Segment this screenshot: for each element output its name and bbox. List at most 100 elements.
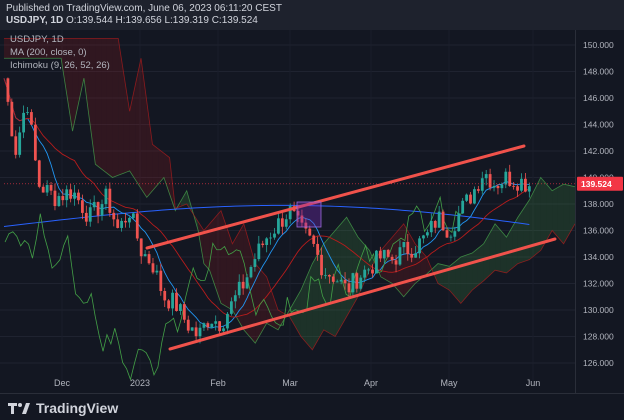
candle [26,106,29,116]
candle [124,213,127,228]
candle-body [222,328,225,332]
candlesticks [6,77,531,344]
candle-body [394,260,398,265]
candle-body [167,300,171,309]
candle [484,169,488,186]
candle-body [210,323,214,328]
candle-body [53,190,57,207]
candle [104,185,108,211]
candle [202,322,206,331]
tradingview-logo[interactable]: TradingView [8,400,118,416]
cloud-segment [152,144,159,191]
candle [347,278,351,297]
candle [151,258,155,275]
cloud-segment [306,263,313,350]
candle-body [18,132,22,155]
cloud-segment [552,187,558,238]
candle [504,168,508,189]
cloud-segment [260,270,267,334]
candle-body [410,253,414,258]
candle-body [461,200,465,214]
indicator-symbol[interactable]: USDJPY, 1D [10,34,64,45]
candle [261,240,265,248]
price-chart[interactable]: 150.000148.000146.000144.000142.000140.0… [0,0,624,394]
price-tick: 134.000 [583,252,614,262]
price-tick: 138.000 [583,199,614,209]
candle [245,274,249,290]
candle [520,173,523,193]
cloud-segment [460,255,467,304]
candle [461,197,465,215]
candle-body [202,323,206,328]
candle [277,213,280,235]
candle [167,299,171,312]
brand-name: TradingView [36,400,119,416]
candle [155,264,159,275]
cloud-segment [146,101,153,198]
candle-body [453,231,457,237]
candle-body [139,238,143,257]
cloud-segment [540,177,547,251]
indicator-ma[interactable]: MA (200, close, 0) [10,47,87,58]
candle [120,217,124,232]
candle [375,249,378,274]
cloud-segment [557,184,564,244]
candle-body [320,254,323,276]
indicator-ichimoku[interactable]: Ichimoku (9, 26, 52, 26) [10,60,110,71]
cloud-segment [181,190,187,207]
candle [249,265,253,279]
candle [6,77,10,106]
candle-body [508,171,512,186]
candle [100,199,104,221]
channel-upper-line [145,144,526,250]
candle-body [359,277,363,289]
cloud-segment [569,185,575,234]
candle [171,289,174,316]
candle [418,235,421,259]
candle-body [480,178,484,191]
cloud-segment [112,38,119,178]
candle [229,297,233,316]
candle-body [49,185,53,191]
chart-grid [0,30,575,380]
candle [445,227,449,238]
candle [355,271,359,293]
candle-body [347,283,351,293]
candle-body [500,184,504,189]
candle [453,226,457,241]
time-tick: Feb [210,378,226,388]
candle [320,247,323,279]
candle-body [312,235,316,244]
candle-body [26,112,29,113]
cloud-segment [55,38,62,59]
candle [476,185,480,194]
time-tick: Jun [526,378,541,388]
candle [182,302,186,323]
candle-body [488,174,492,188]
price-tick: 144.000 [583,120,614,130]
candle [210,323,214,329]
candle-body [249,266,253,278]
cloud-segment [340,217,347,327]
cloud-segment [135,58,142,189]
candle [398,240,402,266]
candle-body [375,250,378,274]
candle [343,272,347,290]
cloud-segment [38,38,44,59]
candle [363,265,367,283]
candle [414,246,418,258]
candle [116,213,120,229]
candle-body [135,213,139,239]
candle [257,235,261,262]
candle [22,105,26,139]
senkou-span-a [4,57,576,344]
candle-body [492,185,496,188]
candle-body [269,237,272,239]
candle-body [496,185,500,189]
candle [226,311,229,335]
highlight-box [296,201,322,228]
cloud-segment [203,223,210,271]
candle-body [351,273,355,293]
cloud-segment [529,188,536,260]
time-tick: Mar [282,378,298,388]
